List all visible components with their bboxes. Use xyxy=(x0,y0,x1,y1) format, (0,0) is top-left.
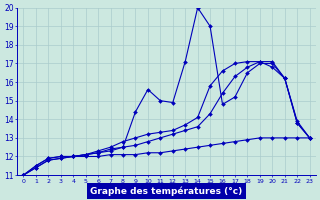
X-axis label: Graphe des températures (°c): Graphe des températures (°c) xyxy=(91,186,243,196)
